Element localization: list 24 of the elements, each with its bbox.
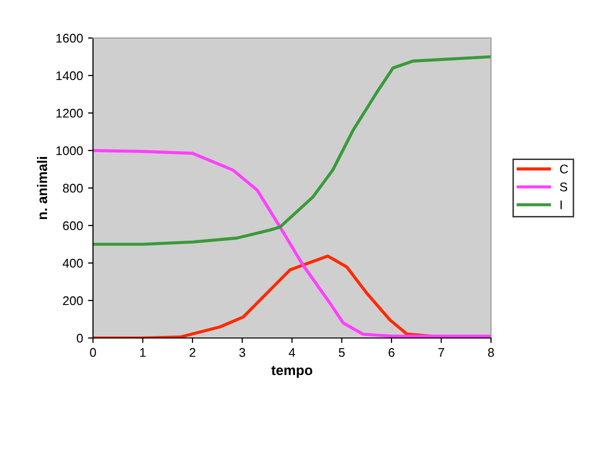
y-axis-title: n. animali [36, 156, 48, 220]
legend-label: C [560, 164, 568, 174]
x-tick-label: 4 [288, 348, 296, 357]
x-tick-label: 1 [140, 348, 146, 357]
y-tick-label: 400 [62, 258, 83, 268]
y-tick-label: 1200 [56, 108, 83, 118]
y-tick-label: 600 [63, 221, 83, 230]
y-tick-label: 200 [63, 296, 83, 306]
y-tick-label: 1400 [56, 71, 83, 80]
x-tick-label: 0 [90, 348, 96, 357]
x-tick-label: 5 [338, 348, 345, 357]
y-tick-label: 800 [62, 184, 83, 193]
x-tick-label: 6 [388, 348, 394, 357]
y-tick-label: 1000 [56, 146, 83, 156]
legend-label: S [560, 182, 568, 192]
x-tick-label: 8 [488, 348, 494, 357]
legend-label: I [560, 200, 562, 210]
x-tick-label: 3 [239, 348, 246, 357]
x-axis-title: tempo [271, 366, 312, 378]
y-tick-label: 1600 [56, 34, 83, 43]
y-tick-label: 0 [76, 334, 83, 343]
x-tick-label: 2 [190, 348, 196, 357]
line-series [93, 55, 491, 246]
x-tick-label: 7 [438, 348, 444, 357]
